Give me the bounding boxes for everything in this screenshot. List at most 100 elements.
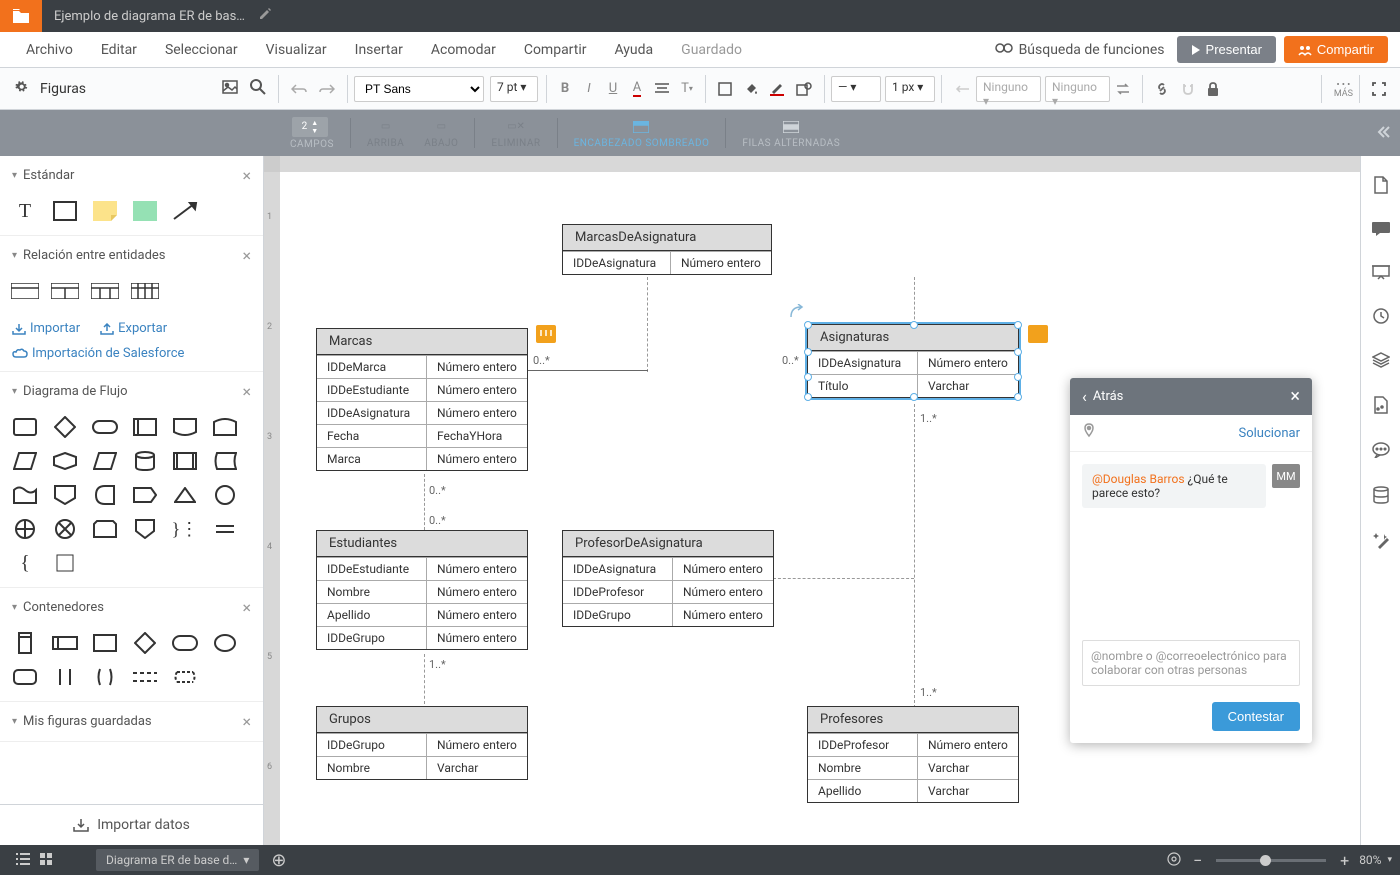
zoom-out-button[interactable]: − (1189, 851, 1206, 870)
shape-rect[interactable] (50, 199, 80, 223)
line-end-select[interactable]: Ninguno ▾ (1045, 76, 1110, 102)
shape-container[interactable] (50, 631, 80, 655)
font-select[interactable]: PT Sans (354, 76, 484, 102)
zoom-in-button[interactable]: + (1336, 851, 1353, 870)
shape-flowchart[interactable] (210, 449, 240, 473)
eliminar-button[interactable]: ▭✕ELIMINAR (481, 118, 550, 149)
shape-flowchart[interactable] (90, 483, 120, 507)
shape-note-green[interactable] (130, 199, 160, 223)
table-profesor-asignatura[interactable]: ProfesorDeAsignatura IDDeAsignaturaNúmer… (562, 530, 774, 627)
shape-entity-1[interactable] (10, 279, 40, 303)
canvas-area[interactable]: 1 2 3 4 5 6 0..* 0..* 0..* 0..* 1..* 1..… (264, 156, 1360, 845)
shape-options-button[interactable] (790, 82, 818, 96)
table-profesores[interactable]: Profesores IDDeProfesorNúmero entero Nom… (807, 706, 1019, 803)
layers-icon[interactable] (1372, 340, 1390, 384)
comment-marker-icon[interactable] (1028, 325, 1048, 343)
close-icon[interactable]: × (242, 712, 251, 731)
panel-contenedores[interactable]: ▾Contenedores× (0, 588, 263, 627)
line-start-select[interactable]: Ninguno ▾ (976, 76, 1041, 102)
more-button[interactable]: ⋯MÁS (1334, 79, 1353, 99)
link-button[interactable] (1149, 82, 1175, 96)
swap-arrows-button[interactable] (1110, 83, 1136, 95)
campos-control[interactable]: 2▲▼ CAMPOS (280, 117, 344, 150)
shape-flowchart[interactable] (170, 415, 200, 439)
shape-flowchart[interactable] (50, 483, 80, 507)
function-search[interactable]: Búsqueda de funciones (995, 42, 1165, 58)
grid-view-icon[interactable] (40, 853, 52, 868)
page-icon[interactable] (1373, 164, 1389, 210)
shape-container[interactable] (170, 665, 200, 689)
shape-note-yellow[interactable] (90, 199, 120, 223)
shape-container[interactable] (50, 665, 80, 689)
history-icon[interactable] (1373, 296, 1389, 340)
shape-flowchart[interactable]: }⋮ (170, 517, 200, 541)
arriba-button[interactable]: ▭ARRIBA (357, 118, 414, 149)
add-page-button[interactable]: ⊕ (263, 850, 294, 871)
shape-flowchart[interactable] (50, 449, 80, 473)
zoom-slider[interactable] (1216, 859, 1326, 862)
image-icon[interactable] (216, 80, 244, 98)
shape-flowchart[interactable] (50, 415, 80, 439)
present-icon[interactable] (1372, 252, 1390, 296)
menu-editar[interactable]: Editar (87, 42, 151, 58)
menu-ayuda[interactable]: Ayuda (601, 42, 668, 58)
encabezado-button[interactable]: ENCABEZADO SOMBREADO (564, 118, 720, 149)
document-title[interactable]: Ejemplo de diagrama ER de bas… (42, 9, 253, 24)
reply-button[interactable]: Contestar (1212, 702, 1300, 731)
rotate-handle-icon[interactable] (788, 304, 808, 320)
shape-flowchart[interactable] (210, 483, 240, 507)
shape-flowchart[interactable] (210, 415, 240, 439)
close-icon[interactable]: × (1290, 386, 1300, 407)
shape-arrow[interactable] (170, 199, 200, 223)
close-icon[interactable]: × (242, 382, 251, 401)
close-icon[interactable]: × (242, 166, 251, 185)
search-icon[interactable] (244, 79, 272, 99)
shape-text[interactable]: T (10, 199, 40, 223)
import-data-button[interactable]: Importar datos (0, 804, 263, 845)
shape-flowchart[interactable] (210, 517, 240, 541)
export-link[interactable]: Exportar (100, 321, 167, 336)
italic-button[interactable]: I (577, 81, 601, 96)
shape-flowchart[interactable] (90, 517, 120, 541)
panel-mis-figuras[interactable]: ▾Mis figuras guardadas× (0, 702, 263, 741)
shape-container[interactable] (170, 631, 200, 655)
line-width-select[interactable]: 1 px ▾ (885, 76, 935, 102)
panel-flujo[interactable]: ▾Diagrama de Flujo× (0, 372, 263, 411)
table-marcas[interactable]: Marcas IDDeMarcaNúmero entero IDDeEstudi… (316, 328, 528, 471)
shape-container[interactable] (10, 631, 40, 655)
table-asignaturas[interactable]: Asignaturas IDDeAsignaturaNúmero entero … (807, 324, 1019, 398)
border-color-button[interactable] (764, 82, 790, 96)
shape-container[interactable] (10, 665, 40, 689)
shape-flowchart[interactable] (50, 517, 80, 541)
shape-flowchart[interactable] (130, 449, 160, 473)
line-start-button[interactable] (948, 84, 976, 94)
filas-button[interactable]: FILAS ALTERNADAS (732, 118, 850, 149)
shape-flowchart[interactable]: { (10, 551, 40, 575)
list-view-icon[interactable] (16, 853, 30, 868)
salesforce-link[interactable]: Importación de Salesforce (0, 342, 263, 371)
shape-container[interactable] (90, 665, 120, 689)
shape-container[interactable] (210, 631, 240, 655)
collapse-right-icon[interactable] (1376, 125, 1390, 142)
shape-flowchart[interactable] (90, 449, 120, 473)
shape-entity-3[interactable] (90, 279, 120, 303)
data-icon[interactable] (1373, 384, 1389, 430)
align-button[interactable] (649, 83, 675, 95)
bucket-button[interactable] (738, 82, 764, 96)
edit-title-icon[interactable] (253, 8, 277, 24)
database-icon[interactable] (1373, 474, 1389, 520)
underline-button[interactable]: U (601, 81, 625, 96)
shape-flowchart[interactable] (90, 415, 120, 439)
panel-estandar[interactable]: ▾Estándar× (0, 156, 263, 195)
target-icon[interactable] (1159, 852, 1189, 869)
back-icon[interactable]: ‹ (1082, 387, 1087, 406)
import-link[interactable]: Importar (12, 321, 80, 336)
shape-flowchart[interactable] (10, 483, 40, 507)
fill-button[interactable] (712, 82, 738, 96)
size-select[interactable]: 7 pt ▾ (490, 76, 538, 102)
close-icon[interactable]: × (242, 246, 251, 265)
table-grupos[interactable]: Grupos IDDeGrupoNúmero entero NombreVarc… (316, 706, 528, 780)
menu-seleccionar[interactable]: Seleccionar (151, 42, 252, 58)
menu-archivo[interactable]: Archivo (12, 42, 87, 58)
shape-flowchart[interactable] (10, 517, 40, 541)
